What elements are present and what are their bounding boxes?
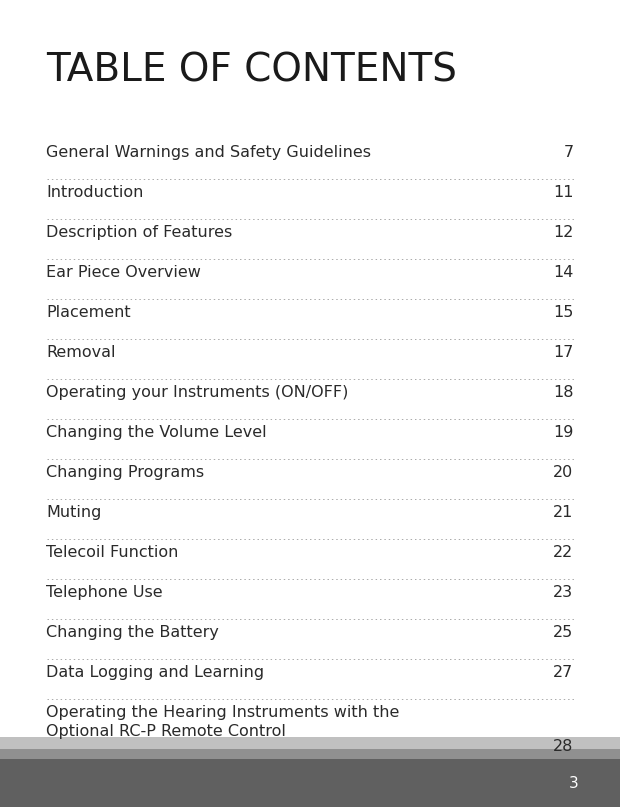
Text: Introduction: Introduction (46, 185, 144, 200)
Text: Changing the Volume Level: Changing the Volume Level (46, 425, 267, 440)
Text: Description of Features: Description of Features (46, 225, 232, 240)
Bar (0, 737, 620, 807)
Text: 21: 21 (553, 505, 574, 520)
Text: Telephone Use: Telephone Use (46, 585, 163, 600)
Text: 22: 22 (553, 545, 574, 560)
Bar (0, 759, 620, 807)
Text: 19: 19 (553, 425, 574, 440)
Text: 3: 3 (569, 776, 578, 791)
Text: 23: 23 (554, 585, 574, 600)
Text: 7: 7 (564, 145, 574, 160)
Text: Placement: Placement (46, 305, 131, 320)
Text: Ear Piece Overview: Ear Piece Overview (46, 265, 202, 280)
Text: 12: 12 (553, 225, 574, 240)
Text: Operating your Instruments (ON/OFF): Operating your Instruments (ON/OFF) (46, 385, 349, 400)
Text: 25: 25 (553, 625, 574, 640)
Text: Changing Programs: Changing Programs (46, 465, 205, 480)
Text: 20: 20 (553, 465, 574, 480)
Bar (0, 749, 620, 807)
Text: TABLE OF CONTENTS: TABLE OF CONTENTS (46, 52, 458, 90)
Text: Operating the Hearing Instruments with the
Optional RC-P Remote Control: Operating the Hearing Instruments with t… (46, 705, 400, 739)
Text: 15: 15 (553, 305, 574, 320)
Text: Telecoil Function: Telecoil Function (46, 545, 179, 560)
Text: Muting: Muting (46, 505, 102, 520)
Text: 11: 11 (553, 185, 574, 200)
Text: Removal: Removal (46, 345, 116, 360)
Text: 17: 17 (553, 345, 574, 360)
Text: General Warnings and Safety Guidelines: General Warnings and Safety Guidelines (46, 145, 371, 160)
Text: 27: 27 (553, 665, 574, 680)
Text: Changing the Battery: Changing the Battery (46, 625, 219, 640)
Text: 14: 14 (553, 265, 574, 280)
Text: 18: 18 (553, 385, 574, 400)
Text: Data Logging and Learning: Data Logging and Learning (46, 665, 265, 680)
Text: 28: 28 (553, 739, 574, 754)
